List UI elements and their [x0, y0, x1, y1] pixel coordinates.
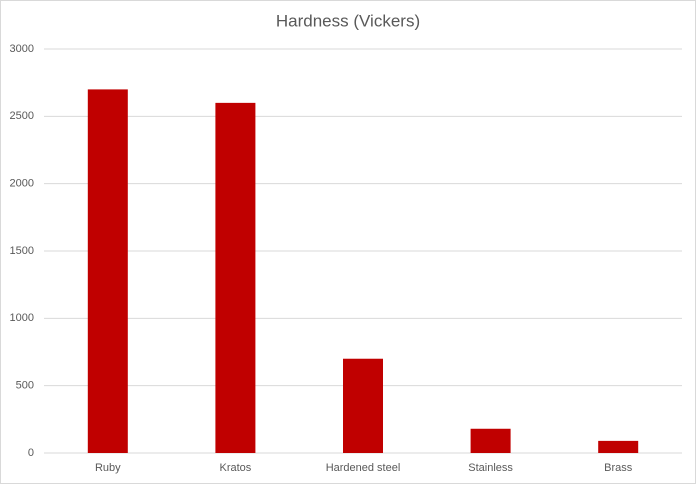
x-tick-label: Ruby: [95, 462, 121, 474]
x-tick-label: Brass: [604, 462, 633, 474]
y-tick-label: 2500: [10, 110, 34, 122]
bar: [343, 358, 383, 453]
x-tick-label: Stainless: [468, 462, 513, 474]
x-tick-label: Kratos: [220, 462, 252, 474]
bar: [215, 102, 256, 453]
y-tick-label: 500: [16, 380, 34, 392]
y-tick-label: 0: [28, 447, 34, 459]
y-tick-label: 1500: [10, 245, 34, 257]
bar: [598, 440, 639, 453]
bar: [470, 428, 511, 453]
x-tick-label: Hardened steel: [326, 462, 401, 474]
y-tick-label: 2000: [10, 178, 34, 190]
y-tick-label: 1000: [10, 312, 34, 324]
bar: [87, 89, 128, 454]
chart-title: Hardness (Vickers): [276, 11, 420, 30]
y-tick-label: 3000: [10, 43, 34, 55]
